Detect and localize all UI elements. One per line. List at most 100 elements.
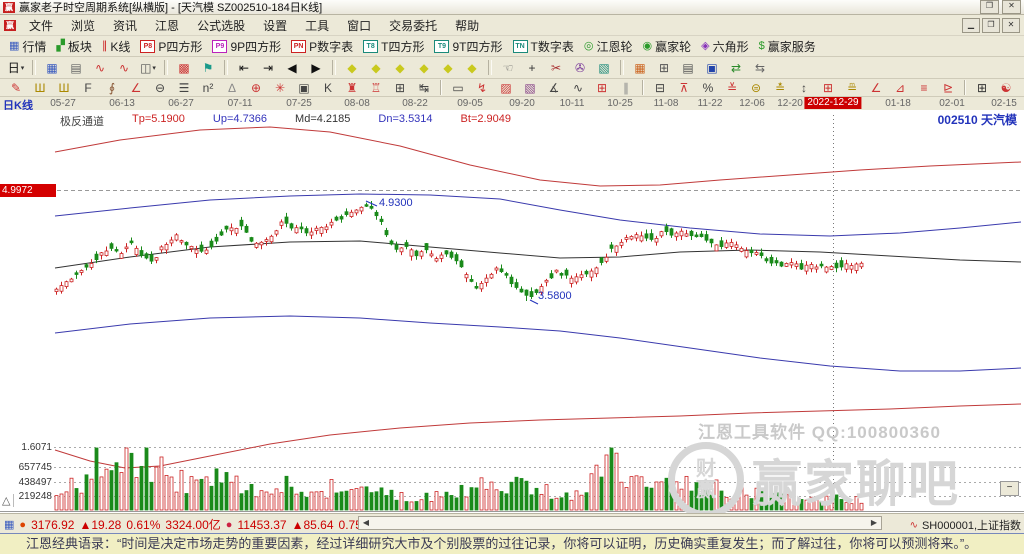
gann-cycle-diamond-6[interactable]: ◆: [461, 58, 483, 77]
percent-line-icon[interactable]: ≚: [721, 78, 743, 97]
mini-trend-icon[interactable]: ∿: [89, 58, 111, 77]
first-page-icon[interactable]: ⇤: [233, 58, 255, 77]
parallel-icon[interactable]: ∥: [615, 78, 637, 97]
menu-item-10[interactable]: 帮助: [455, 18, 480, 33]
infinity-icon[interactable]: ∞: [1019, 78, 1024, 97]
horizontal-scrollbar[interactable]: ◀ ▶: [358, 516, 882, 530]
overlay-compare-icon[interactable]: ▩: [173, 58, 195, 77]
percent-icon[interactable]: %: [697, 78, 719, 97]
box-region-icon[interactable]: ▣: [293, 78, 315, 97]
pen-tool-icon[interactable]: ✎: [5, 78, 27, 97]
period-day-selector[interactable]: 日 ▾: [5, 58, 27, 77]
ratio-box-icon[interactable]: ⊞: [817, 78, 839, 97]
drop-line-icon[interactable]: ⊵: [937, 78, 959, 97]
next-candle-icon[interactable]: ▶: [305, 58, 327, 77]
menu-item-6[interactable]: 设置: [263, 18, 288, 33]
cycle-ellipse-icon[interactable]: ⊖: [149, 78, 171, 97]
updown-ratio-icon[interactable]: ↕: [793, 78, 815, 97]
steps-icon[interactable]: ≡: [913, 78, 935, 97]
module-hexagon[interactable]: ◈ 六角形: [696, 37, 753, 56]
fence-icon[interactable]: ♖: [365, 78, 387, 97]
volume-zoom-out-button[interactable]: −: [1000, 481, 1019, 496]
calculator-icon[interactable]: ⊞: [653, 58, 675, 77]
info-panel-icon[interactable]: ▤: [65, 58, 87, 77]
last-page-icon[interactable]: ⇥: [257, 58, 279, 77]
market-grid-icon[interactable]: ▦: [41, 58, 63, 77]
angle-draw-icon[interactable]: ∡: [543, 78, 565, 97]
wave-draw-icon[interactable]: ∿: [567, 78, 589, 97]
restore-button[interactable]: ❐: [980, 0, 999, 14]
save-icon[interactable]: ▣: [701, 58, 723, 77]
apex-tool-icon[interactable]: ∆: [221, 78, 243, 97]
grid-overlay-icon[interactable]: ⊞: [971, 78, 993, 97]
gann-cycle-diamond-1[interactable]: ◆: [341, 58, 363, 77]
n-square-icon[interactable]: n²: [197, 78, 219, 97]
gold-line-icon[interactable]: ≛: [769, 78, 791, 97]
pagoda-icon[interactable]: ♜: [341, 78, 363, 97]
gann-cycle-diamond-5[interactable]: ◆: [437, 58, 459, 77]
remote-icon[interactable]: ⇆: [749, 58, 771, 77]
fib-retrace-icon[interactable]: F: [77, 78, 99, 97]
quotes-grid-icon[interactable]: ▦: [4, 519, 15, 531]
menu-item-3[interactable]: 资讯: [113, 18, 138, 33]
module-kline[interactable]: ∥ K线: [97, 37, 136, 56]
gann-target-icon[interactable]: ⊕: [245, 78, 267, 97]
flag-marker-icon[interactable]: ⚑: [197, 58, 219, 77]
mdi-close-button[interactable]: ✕: [1002, 17, 1020, 33]
time-division-icon[interactable]: ☰: [173, 78, 195, 97]
crosshair-icon[interactable]: +: [521, 58, 543, 77]
percent-flag-icon[interactable]: ⊼: [673, 78, 695, 97]
close-button[interactable]: ✕: [1002, 0, 1021, 14]
module-sectors[interactable]: ▞ 板块: [51, 37, 96, 56]
calendar-icon[interactable]: ▦: [629, 58, 651, 77]
menu-item-5[interactable]: 公式选股: [197, 18, 246, 33]
module-winner-service[interactable]: $ 赢家服务: [754, 37, 821, 56]
menu-item-2[interactable]: 浏览: [71, 18, 96, 33]
gold-circle-icon[interactable]: ⊜: [745, 78, 767, 97]
prev-candle-icon[interactable]: ◀: [281, 58, 303, 77]
slope2-icon[interactable]: ⊿: [889, 78, 911, 97]
scroll-left-button[interactable]: ◀: [362, 518, 370, 527]
current-index-label[interactable]: SH000001,上证指数: [921, 520, 1021, 532]
menu-item-8[interactable]: 窗口: [347, 18, 372, 33]
menu-item-9[interactable]: 交易委托: [389, 18, 438, 33]
menu-item-4[interactable]: 江恩: [155, 18, 180, 33]
gann-comb-icon[interactable]: Ш: [29, 78, 51, 97]
module-p-square[interactable]: P8 P四方形: [135, 37, 207, 56]
sync-icon[interactable]: ⇄: [725, 58, 747, 77]
grid-window-icon[interactable]: ⊞: [389, 78, 411, 97]
cap-tool-icon[interactable]: ✇: [569, 58, 591, 77]
module-gann-wheel[interactable]: ◎ 江恩轮: [579, 37, 638, 56]
report-icon[interactable]: ▤: [677, 58, 699, 77]
ratio-bars-icon[interactable]: ⊟: [649, 78, 671, 97]
module-t-square[interactable]: T8 T四方形: [358, 37, 429, 56]
rays-icon[interactable]: ↯: [471, 78, 493, 97]
module-t-table[interactable]: TN T数字表: [508, 37, 579, 56]
spiral-tool-icon[interactable]: ∮: [101, 78, 123, 97]
module-p-table[interactable]: PN P数字表: [286, 37, 358, 56]
mini-trend2-icon[interactable]: ∿: [113, 58, 135, 77]
stamp-icon[interactable]: ▧: [519, 78, 541, 97]
menu-item-7[interactable]: 工具: [305, 18, 330, 33]
module-9p-square[interactable]: P9 9P四方形: [207, 37, 286, 56]
mdi-minimize-button[interactable]: ▁: [962, 17, 980, 33]
gann-cycle-diamond-3[interactable]: ◆: [389, 58, 411, 77]
gann-cycle-diamond-2[interactable]: ◆: [365, 58, 387, 77]
module-quotes[interactable]: ▦ 行情: [4, 37, 51, 56]
scissors-icon[interactable]: ✂: [545, 58, 567, 77]
span-arrows-icon[interactable]: ↹: [413, 78, 435, 97]
stats-range-icon[interactable]: ▧: [593, 58, 615, 77]
menu-item-1[interactable]: 文件: [29, 18, 54, 33]
scroll-right-button[interactable]: ▶: [870, 518, 878, 527]
slope-icon[interactable]: ∠: [865, 78, 887, 97]
hand-drag-icon[interactable]: ☜: [497, 58, 519, 77]
gann-cycle-diamond-4[interactable]: ◆: [413, 58, 435, 77]
pane-expand-button[interactable]: △: [2, 494, 15, 507]
brush-area-icon[interactable]: ▨: [495, 78, 517, 97]
rect-tool-icon[interactable]: ▭: [447, 78, 469, 97]
mdi-restore-button[interactable]: ❐: [982, 17, 1000, 33]
module-9t-square[interactable]: T9 9T四方形: [429, 37, 507, 56]
module-winner-wheel[interactable]: ◉ 赢家轮: [637, 37, 696, 56]
grid-fill-icon[interactable]: ⊞: [591, 78, 613, 97]
taiji-icon[interactable]: ☯: [995, 78, 1017, 97]
